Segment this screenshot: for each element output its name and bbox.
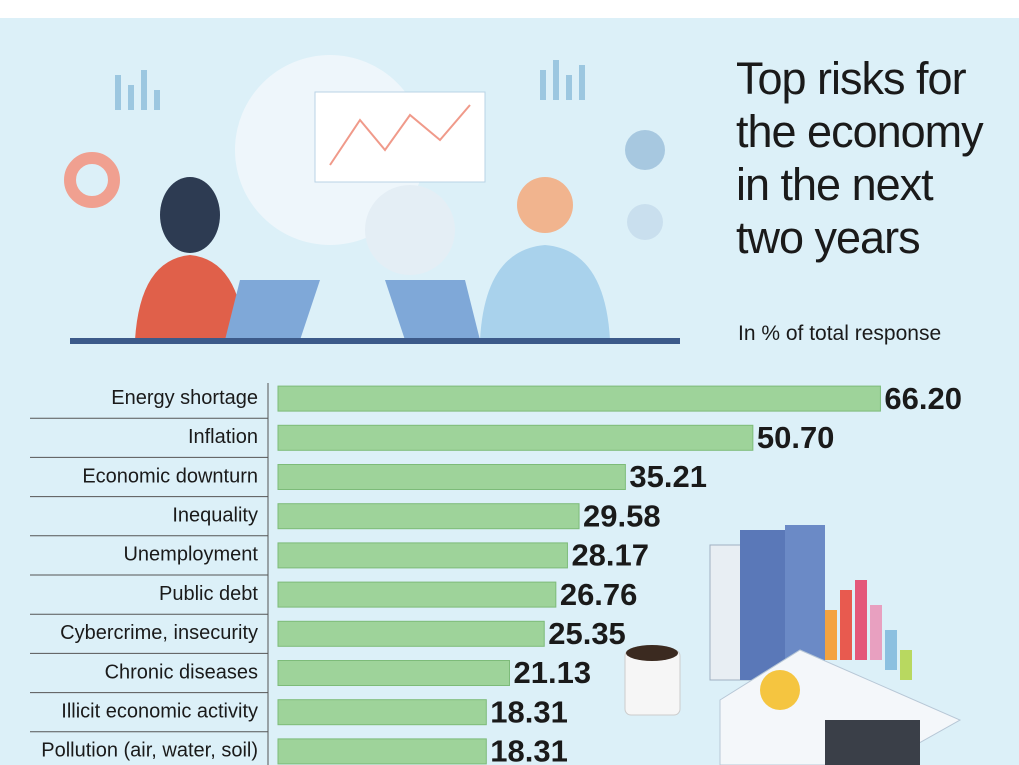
category-label: Public debt (159, 583, 258, 605)
illustration-top (64, 55, 680, 344)
value-label: 50.70 (757, 420, 835, 455)
value-label: 21.13 (514, 655, 592, 690)
category-label: Inequality (172, 504, 258, 526)
category-label: Pollution (air, water, soil) (41, 740, 258, 762)
value-label: 18.31 (490, 694, 568, 729)
value-label: 26.76 (560, 577, 638, 612)
bar (277, 660, 511, 686)
value-label: 25.35 (548, 616, 626, 651)
bar (277, 424, 754, 451)
value-label: 28.17 (571, 538, 649, 573)
category-label: Chronic diseases (105, 661, 258, 683)
value-label: 18.31 (490, 734, 568, 765)
value-label: 35.21 (629, 459, 707, 494)
bar (277, 464, 626, 490)
chart-subtitle: In % of total response (738, 322, 942, 345)
chart-title: Top risks for the economy in the next tw… (736, 53, 984, 263)
bar (277, 385, 881, 412)
category-label: Illicit economic activity (61, 700, 258, 722)
category-label: Inflation (188, 426, 258, 448)
bar (277, 738, 487, 765)
bar (277, 542, 568, 569)
value-label: 29.58 (583, 498, 661, 533)
bar (277, 699, 487, 726)
category-label: Unemployment (123, 544, 258, 566)
category-label: Economic downturn (82, 465, 258, 487)
value-label: 66.20 (884, 381, 962, 416)
bar (277, 620, 545, 647)
category-label: Cybercrime, insecurity (60, 622, 258, 644)
category-label: Energy shortage (111, 387, 258, 409)
bar (277, 503, 580, 530)
bar (277, 581, 557, 608)
illustration-bottom (624, 525, 962, 765)
